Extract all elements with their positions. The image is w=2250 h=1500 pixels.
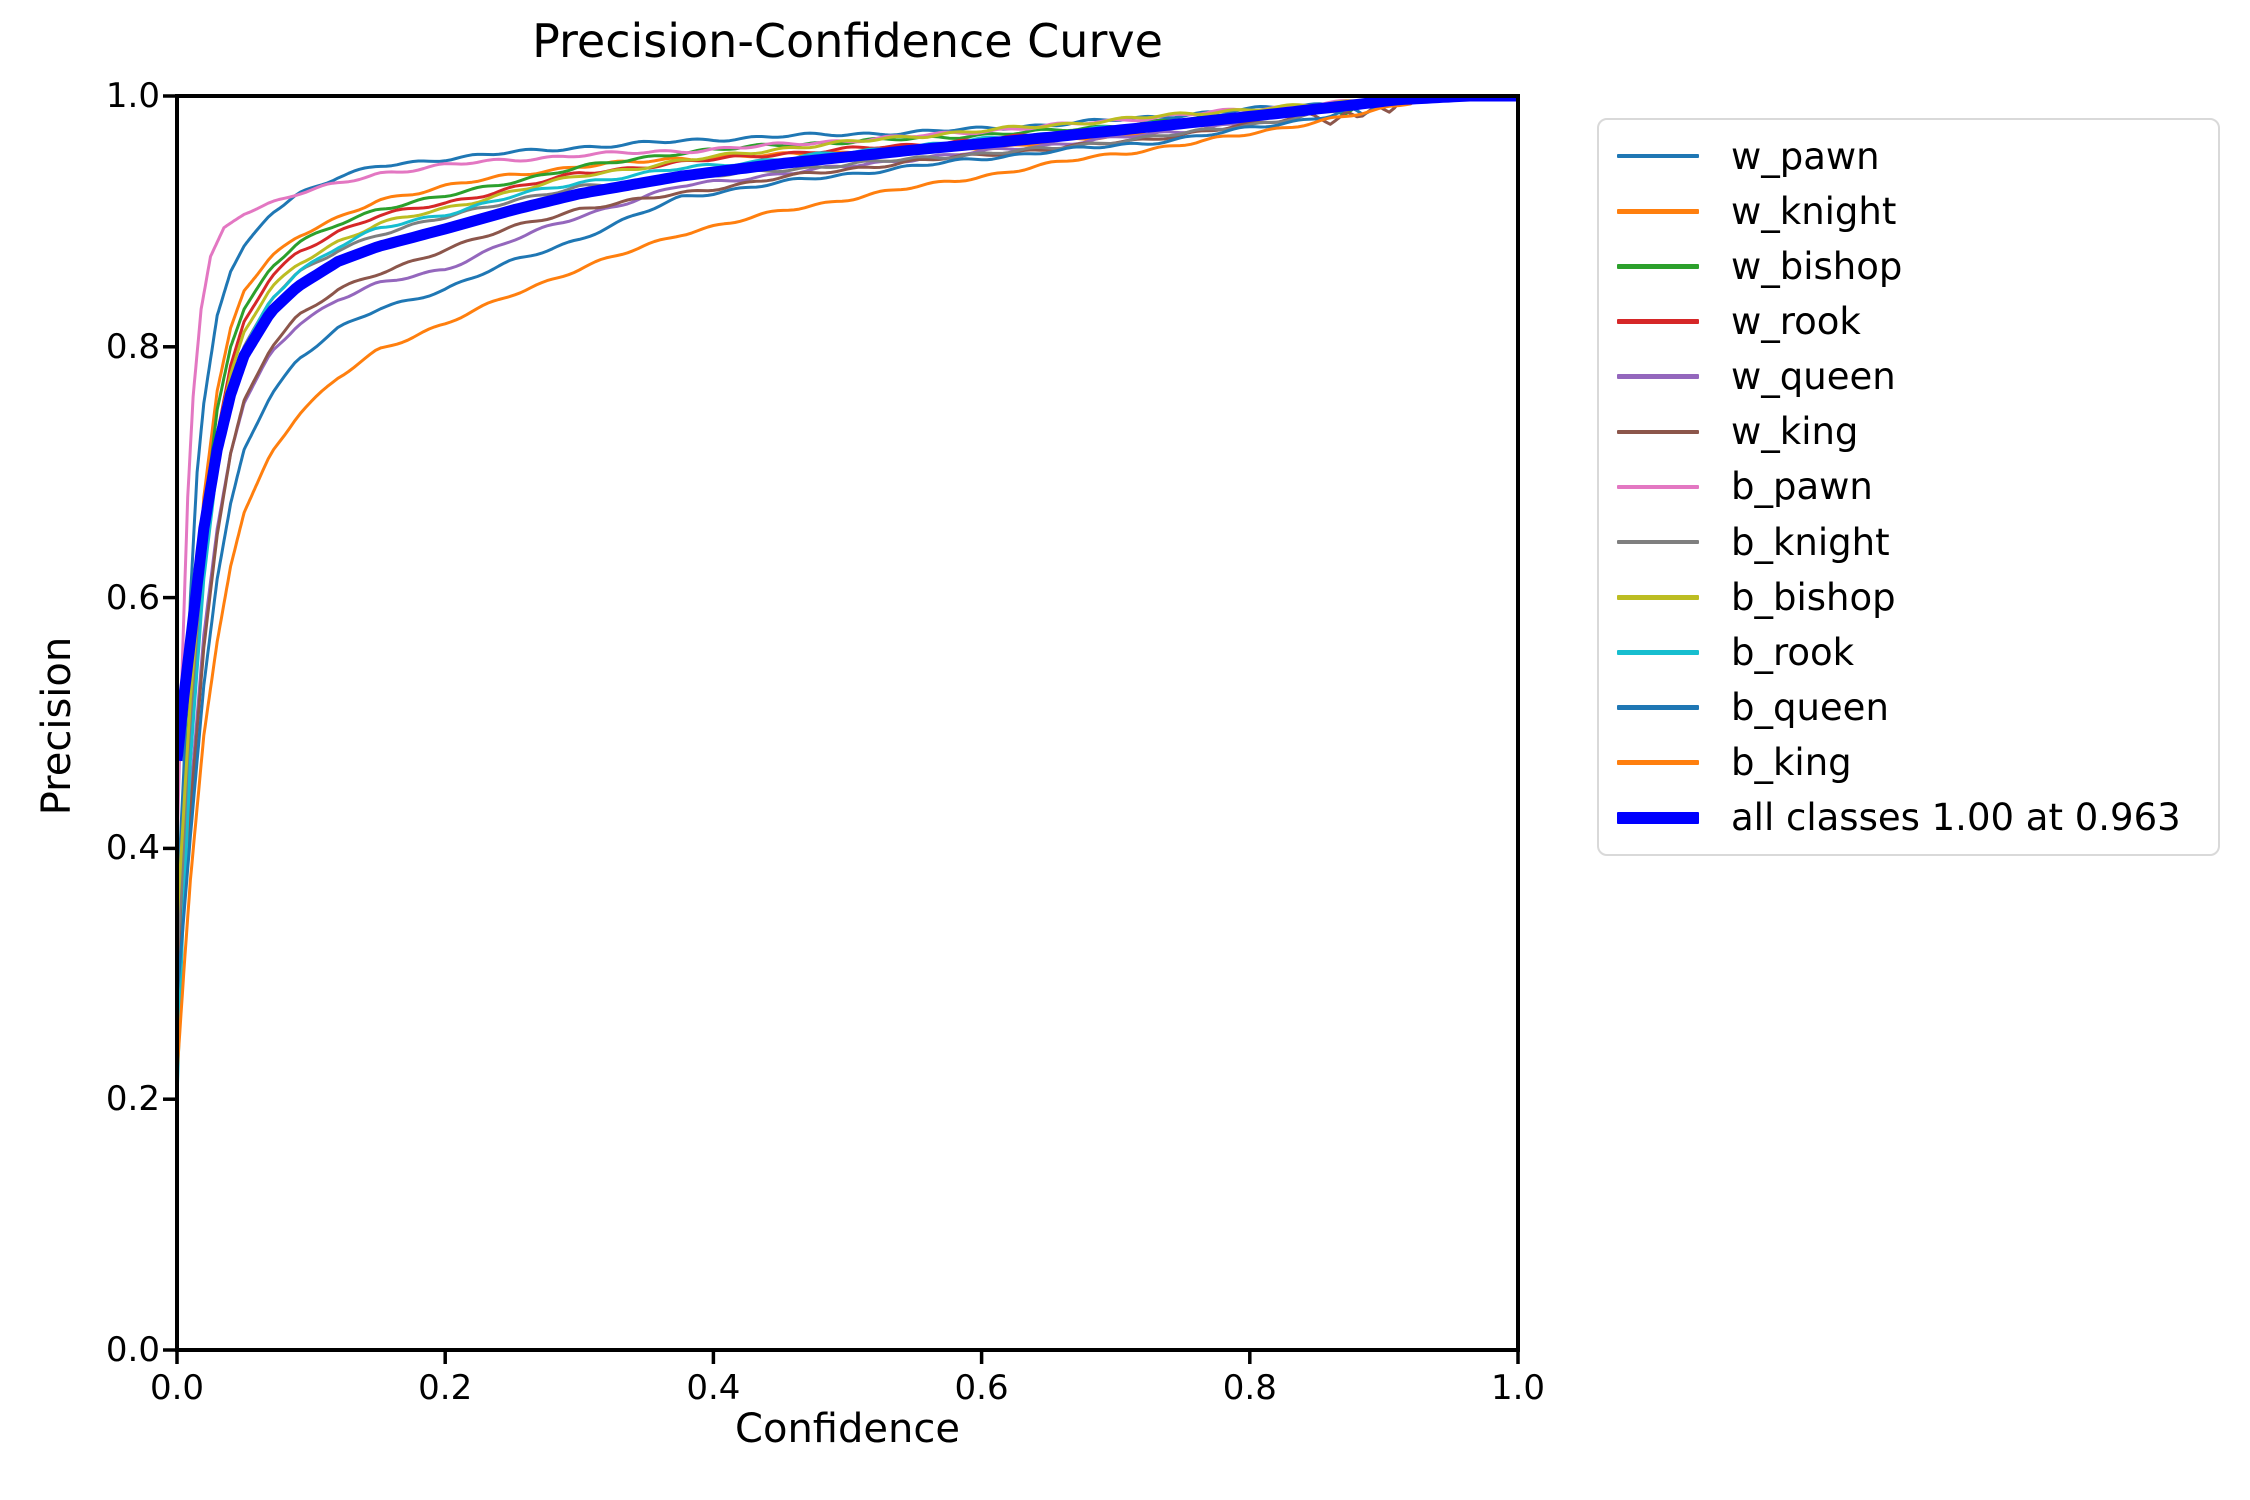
legend-line-swatch xyxy=(1617,319,1699,324)
legend-line-swatch xyxy=(1617,484,1699,490)
legend-line-swatch xyxy=(1617,209,1699,214)
legend: w_pawn w_knight w_bishop w_rook w_queen w_kin… xyxy=(1597,118,2220,856)
curve-w-king xyxy=(177,94,1518,999)
legend-item: b_king xyxy=(1599,736,2218,790)
legend-item: w_bishop xyxy=(1599,239,2218,293)
legend-label: w_pawn xyxy=(1731,134,1880,178)
legend-label: b_pawn xyxy=(1731,465,1873,509)
legend-line-swatch xyxy=(1617,650,1699,655)
axes-spines xyxy=(175,94,1520,1352)
legend-label: b_bishop xyxy=(1731,575,1896,619)
legend-line-swatch xyxy=(1617,429,1699,435)
legend-line-swatch xyxy=(1617,153,1699,159)
legend-item: w_queen xyxy=(1599,350,2218,404)
legend-line-swatch xyxy=(1617,264,1699,269)
legend-line-swatch xyxy=(1617,705,1699,710)
x-axis-label: Confidence xyxy=(735,1406,960,1452)
legend-line-swatch xyxy=(1617,539,1699,545)
x-tick-label: 0.4 xyxy=(686,1368,741,1408)
curve-b-bishop xyxy=(177,94,1518,924)
legend-label: w_queen xyxy=(1731,355,1896,399)
x-tick-label: 0.2 xyxy=(418,1368,473,1408)
curve-w-bishop xyxy=(177,94,1518,937)
y-tick-label: 1.0 xyxy=(105,76,160,116)
curve-w-pawn xyxy=(177,94,1518,912)
x-tick-label: 0.0 xyxy=(149,1368,205,1408)
legend-item: all classes 1.00 at 0.963 xyxy=(1599,791,2218,845)
curve-b-knight xyxy=(177,94,1518,962)
legend-label: b_king xyxy=(1731,741,1852,785)
legend-item: b_pawn xyxy=(1599,460,2218,514)
legend-label: b_knight xyxy=(1731,520,1890,564)
legend-item: b_knight xyxy=(1599,515,2218,569)
x-tick-label: 0.6 xyxy=(954,1368,1009,1408)
legend-line-swatch xyxy=(1617,595,1699,600)
legend-line-swatch xyxy=(1617,374,1699,379)
curves-group xyxy=(177,94,1519,1100)
y-tick-label: 0.4 xyxy=(105,828,160,869)
legend-item: w_pawn xyxy=(1599,129,2218,183)
legend-label: all classes 1.00 at 0.963 xyxy=(1731,796,2181,840)
curve-b-queen xyxy=(177,94,1518,1000)
x-tick-label: 0.8 xyxy=(1222,1368,1277,1408)
legend-item: w_rook xyxy=(1599,295,2218,349)
legend-item: w_knight xyxy=(1599,184,2218,238)
legend-label: w_knight xyxy=(1731,189,1897,233)
x-tick-label: 1.0 xyxy=(1490,1368,1546,1408)
y-tick-label: 0.8 xyxy=(105,326,160,367)
chart-title: Precision-Confidence Curve xyxy=(532,14,1163,68)
legend-item: b_queen xyxy=(1599,681,2218,735)
legend-item: b_bishop xyxy=(1599,570,2218,624)
legend-item: w_king xyxy=(1599,405,2218,459)
legend-label: w_rook xyxy=(1731,300,1861,344)
legend-label: w_king xyxy=(1731,410,1859,454)
y-axis-label: Precision xyxy=(34,636,80,816)
legend-label: b_rook xyxy=(1731,630,1855,674)
legend-label: w_bishop xyxy=(1731,244,1903,288)
legend-line-swatch xyxy=(1617,760,1699,765)
curve-all-classes-1-00-at-0-963 xyxy=(177,94,1519,762)
y-tick-label: 0.0 xyxy=(105,1330,160,1370)
y-tick-label: 0.2 xyxy=(105,1079,160,1120)
legend-label: b_queen xyxy=(1731,686,1889,730)
legend-item: b_rook xyxy=(1599,625,2218,679)
legend-line-swatch xyxy=(1617,811,1699,824)
curve-b-king xyxy=(177,94,1518,1075)
y-tick-label: 0.6 xyxy=(105,577,160,618)
